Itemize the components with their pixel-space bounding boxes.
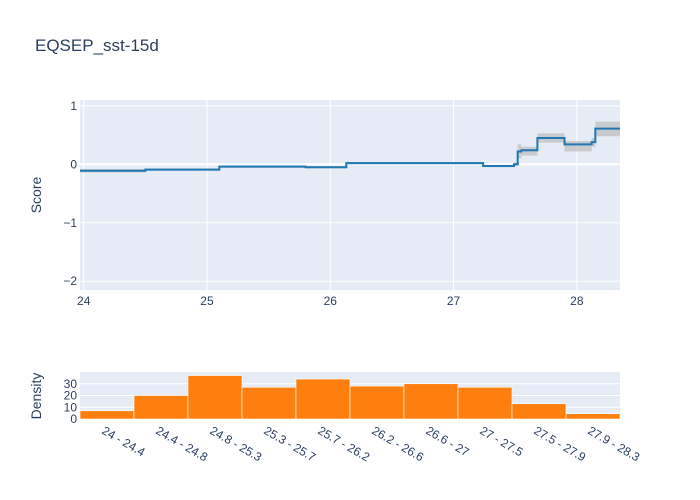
histogram-bar — [79, 410, 135, 420]
category-label: 27 - 27.5 — [478, 423, 526, 459]
y-tick-label: −1 — [63, 216, 77, 230]
category-label: 24.8 - 25.3 — [208, 423, 265, 464]
score-line — [80, 127, 620, 172]
y-tick-label: 10 — [64, 400, 78, 414]
x-tick-label: 28 — [570, 294, 584, 308]
category-label: 25.3 - 25.7 — [262, 423, 319, 464]
top-y-ticks: 1 0 −1 −2 — [63, 99, 77, 288]
histogram-bar — [403, 383, 459, 420]
y-tick-label: 0 — [70, 157, 77, 171]
histogram-bars — [79, 375, 621, 420]
x-tick-label: 26 — [324, 294, 338, 308]
y-tick-label: 0 — [70, 412, 77, 426]
y-tick-label: −2 — [63, 274, 77, 288]
top-x-ticks: 24 25 26 27 28 — [77, 294, 584, 308]
y-tick-label: 20 — [64, 389, 78, 403]
category-label: 24 - 24.4 — [100, 423, 148, 459]
histogram-x-ticks: 24 - 24.4 24.4 - 24.8 24.8 - 25.3 25.3 -… — [100, 423, 643, 464]
x-tick-label: 27 — [447, 294, 461, 308]
y-tick-label: 1 — [70, 99, 77, 113]
histogram-bar — [349, 385, 405, 420]
category-label: 26.2 - 26.6 — [370, 423, 427, 464]
top-score-line — [80, 127, 620, 172]
category-label: 26.6 - 27 — [424, 423, 472, 459]
category-label: 24.4 - 24.8 — [154, 423, 211, 464]
y-tick-label: 30 — [64, 377, 78, 391]
x-tick-label: 24 — [77, 294, 91, 308]
confidence-band-segment — [564, 140, 592, 152]
histogram-bar — [187, 375, 243, 420]
histogram-bar — [295, 378, 351, 420]
histogram-y-ticks: 30 20 10 0 — [64, 377, 78, 426]
histogram-bar — [511, 403, 567, 420]
histogram-bar — [241, 386, 297, 420]
histogram-bar — [133, 395, 189, 420]
top-plot-background — [80, 100, 620, 290]
y-axis-title: Score — [28, 177, 44, 214]
chart-title: EQSEP_sst-15d — [35, 36, 159, 55]
x-tick-label: 25 — [200, 294, 214, 308]
category-label: 25.7 - 26.2 — [316, 423, 373, 464]
category-label: 27.5 - 27.9 — [532, 423, 589, 464]
histogram-y-axis-title: Density — [28, 373, 44, 420]
histogram-bar — [565, 413, 621, 420]
category-label: 27.9 - 28.3 — [586, 423, 643, 464]
histogram-bar — [457, 386, 513, 420]
